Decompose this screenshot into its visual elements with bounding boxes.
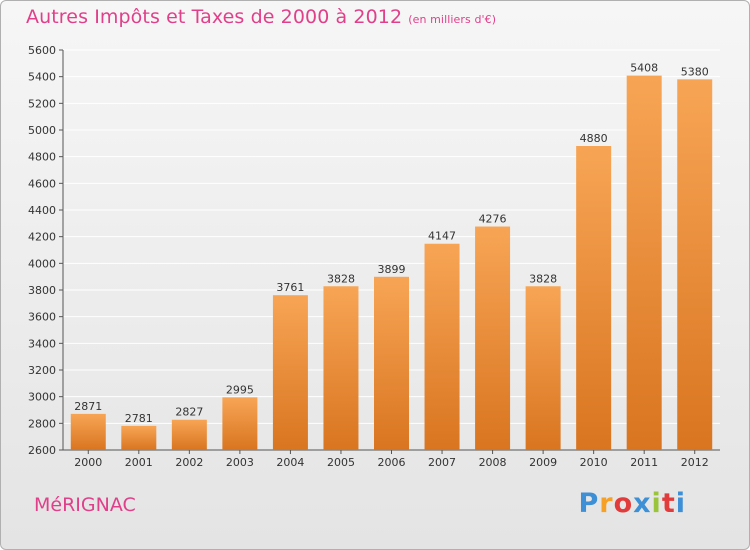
bar-value-label: 4147 [428,230,456,243]
commune-name: MéRIGNAC [34,494,136,516]
bar-value-label: 4880 [580,132,608,145]
chart-subtitle: (en milliers d'€) [408,13,497,26]
x-tick-label: 2010 [580,456,608,469]
x-tick-label: 2009 [529,456,557,469]
bar-value-label: 2781 [125,412,153,425]
bar-value-label: 3761 [276,281,304,294]
bar-value-label: 4276 [479,213,507,226]
bar-value-label: 3828 [529,272,557,285]
bar [222,397,258,450]
y-tick-label: 4000 [28,257,56,270]
y-tick-label: 5200 [28,97,56,110]
y-tick-label: 3000 [28,391,56,404]
bar [121,425,157,450]
y-tick-label: 3600 [28,311,56,324]
bar-value-label: 5408 [630,62,658,75]
bar [272,295,308,450]
x-tick-label: 2008 [479,456,507,469]
y-tick-label: 4600 [28,177,56,190]
chart-title: Autres Impôts et Taxes de 2000 à 2012 (en… [26,6,496,28]
logo-letter: t [661,488,676,519]
x-tick-label: 2006 [378,456,406,469]
bar [323,286,359,450]
chart-title-text: Autres Impôts et Taxes de 2000 à 2012 [26,6,403,28]
y-tick-label: 4400 [28,204,56,217]
y-tick-label: 5000 [28,124,56,137]
x-tick-label: 2004 [276,456,304,469]
y-tick-label: 2800 [28,417,56,430]
y-tick-label: 2600 [28,444,56,457]
bar [70,413,106,450]
bar [576,146,612,450]
logo-letter: P [578,488,600,519]
bar-value-label: 2827 [175,406,203,419]
x-tick-label: 2000 [74,456,102,469]
bar-value-label: 2871 [74,400,102,413]
logo-letter: x [633,488,652,519]
x-tick-label: 2007 [428,456,456,469]
bar-value-label: 2995 [226,383,254,396]
x-tick-label: 2001 [125,456,153,469]
bar [374,276,409,450]
y-tick-label: 3200 [28,364,56,377]
y-tick-label: 5600 [28,44,56,57]
y-tick-label: 4200 [28,231,56,244]
x-tick-label: 2005 [327,456,355,469]
logo-letter: i [651,488,662,519]
logo-letter: r [599,488,614,519]
y-tick-label: 3800 [28,284,56,297]
x-tick-label: 2002 [175,456,203,469]
bar [171,419,207,450]
x-tick-label: 2011 [630,456,658,469]
bar [677,79,713,450]
y-tick-label: 5400 [28,71,56,84]
y-tick-label: 4800 [28,151,56,164]
x-tick-label: 2012 [681,456,709,469]
y-tick-label: 3400 [28,337,56,350]
bar [525,286,561,450]
bar-value-label: 3899 [378,263,406,276]
x-tick-label: 2003 [226,456,254,469]
bar [475,226,511,450]
proxiti-logo: Proxiti [578,488,686,519]
bar-value-label: 3828 [327,272,355,285]
bar-value-label: 5380 [681,65,709,78]
logo-letter: o [613,488,634,519]
logo-letter: i [675,488,686,519]
bar [424,243,460,450]
bar [626,75,662,450]
